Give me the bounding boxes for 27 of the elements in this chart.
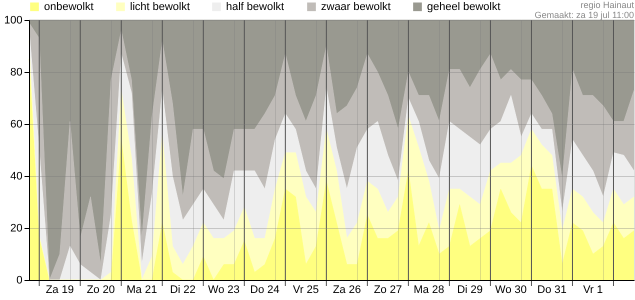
x-tick-label: Za 26	[332, 284, 361, 296]
y-tick-label: 20	[10, 222, 22, 234]
y-tick-label: 40	[10, 170, 22, 182]
x-tick-label: Zo 27	[374, 284, 402, 296]
y-tick-label: 100	[4, 14, 22, 26]
x-tick-label: Wo 23	[208, 284, 240, 296]
x-tick-label: Di 29	[457, 284, 483, 296]
text: Gemaakt: za 19 jul 11:00	[534, 10, 634, 20]
legend-label: geheel bewolkt	[427, 0, 500, 13]
y-tick-label: 80	[10, 66, 22, 78]
x-tick-label: Ma 21	[126, 284, 158, 296]
x-tick-label: Za 19	[46, 284, 74, 296]
x-tick-label: Di 22	[170, 284, 196, 296]
legend-label: licht bewolkt	[130, 0, 190, 13]
y-tick-label: 0	[16, 274, 22, 286]
text: regio Hainaut	[580, 0, 634, 10]
y-tick-label: 60	[10, 118, 22, 130]
x-tick-label: Vr 1	[583, 284, 603, 296]
x-tick-label: Vr 25	[292, 284, 319, 296]
legend-label: onbewolkt	[44, 0, 94, 13]
x-tick-label: Ma 28	[414, 284, 444, 296]
legend-label: half bewolkt	[226, 0, 284, 13]
x-tick-label: Do 31	[537, 284, 567, 296]
x-tick-label: Do 24	[250, 284, 280, 296]
x-tick-label: Wo 30	[495, 284, 527, 296]
x-tick-label: Zo 20	[86, 284, 115, 296]
legend-label: zwaar bewolkt	[321, 0, 391, 13]
